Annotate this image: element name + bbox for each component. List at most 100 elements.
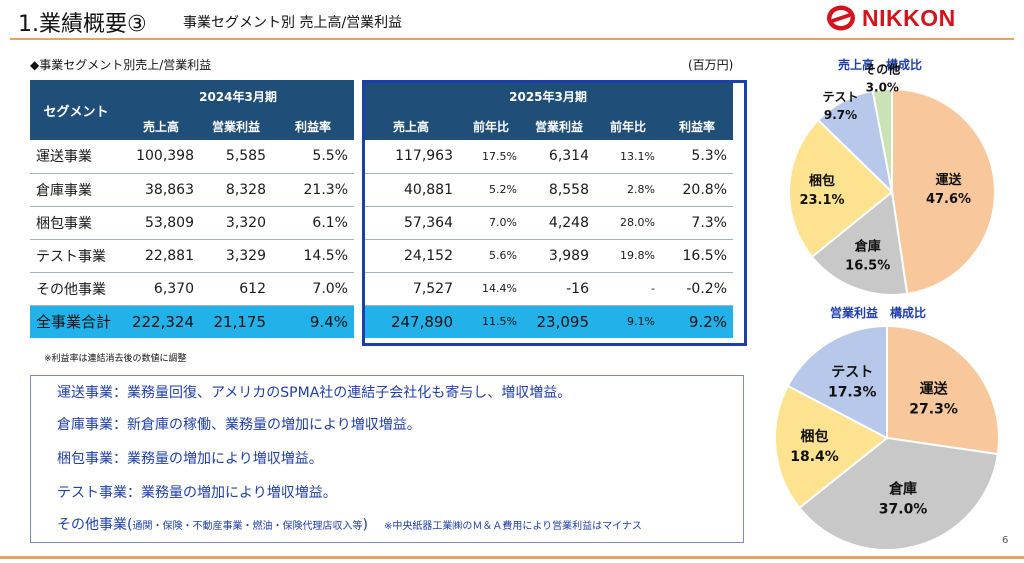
col-header: 利益率 <box>661 112 733 140</box>
footnote: ※利益率は連結消去後の数値に調整 <box>44 354 187 364</box>
op-yoy: 19.8% <box>595 239 661 273</box>
comment-other-note: ※中央紙器工業㈱のＭ＆Ａ費用により営業利益はマイナス <box>383 521 642 532</box>
pie-slice <box>797 436 999 551</box>
comment-transport: 運送事業：業務量回復、アメリカのSPMA社の連結子会社化も寄与し、増収増益。 <box>57 385 572 401</box>
slice-category-label: その他 <box>864 61 900 76</box>
col-header: 利益率 <box>272 112 354 140</box>
op-profit-2025: 8,558 <box>523 173 595 207</box>
segment-name: 倉庫事業 <box>30 173 122 207</box>
slice-category-label: 倉庫 <box>888 480 917 497</box>
comment-test: テスト事業：業務量の増加により増収増益。 <box>57 485 337 501</box>
slice-category-label: 運送 <box>920 381 949 398</box>
sales-2024: 222,324 <box>122 305 200 338</box>
sales-yoy: 7.0% <box>459 206 523 240</box>
op-profit-2025: 6,314 <box>523 140 595 174</box>
table-gap <box>354 272 363 305</box>
page-subtitle: 事業セグメント別 売上高/営業利益 <box>183 15 403 31</box>
sales-2025: 24,152 <box>363 239 459 273</box>
slice-category-label: 梱包 <box>801 428 829 445</box>
margin-2025: 5.3% <box>661 140 733 174</box>
col-header: 営業利益 <box>200 112 272 140</box>
segment-comments: 運送事業：業務量回復、アメリカのSPMA社の連結子会社化も寄与し、増収増益。 倉… <box>30 375 744 543</box>
margin-2025: 9.2% <box>661 305 733 338</box>
margin-2025: 7.3% <box>661 206 733 240</box>
table-gap <box>354 80 363 140</box>
sales-yoy: 5.2% <box>459 173 523 207</box>
table-gap <box>354 239 363 272</box>
margin-2024: 6.1% <box>272 206 354 240</box>
op-profit-2025: 4,248 <box>523 206 595 240</box>
table-gap <box>354 173 363 206</box>
segment-name: 運送事業 <box>30 140 122 174</box>
sales-2025: 7,527 <box>363 272 459 306</box>
segment-name: その他事業 <box>30 272 122 306</box>
table-row: その他事業 6,370 612 7.0% 7,527 14.4% -16 - -… <box>30 272 733 306</box>
margin-2024: 9.4% <box>272 305 354 338</box>
sales-yoy: 11.5% <box>459 305 523 338</box>
col-header: 営業利益 <box>523 112 595 140</box>
sales-2025: 117,963 <box>363 140 459 174</box>
sales-2024: 100,398 <box>122 140 200 174</box>
margin-2025: 20.8% <box>661 173 733 207</box>
comment-other-main: その他事業( <box>57 517 133 533</box>
pie-slice <box>810 190 909 296</box>
op-yoy: - <box>595 272 661 306</box>
table-row: 梱包事業 53,809 3,320 6.1% 57,364 7.0% 4,248… <box>30 206 733 240</box>
margin-2024: 14.5% <box>272 239 354 273</box>
slice-value-label: 37.0% <box>879 501 928 517</box>
margin-2024: 5.5% <box>272 140 354 174</box>
comment-warehouse: 倉庫事業：新倉庫の稼働、業務量の増加により増収増益。 <box>57 417 421 433</box>
op-yoy: 2.8% <box>595 173 661 207</box>
sales-2024: 22,881 <box>122 239 200 273</box>
table-row: テスト事業 22,881 3,329 14.5% 24,152 5.6% 3,9… <box>30 239 733 273</box>
sales-yoy: 5.6% <box>459 239 523 273</box>
sales-2025: 40,881 <box>363 173 459 207</box>
pie-slice <box>886 324 1000 456</box>
op-profit-2024: 3,329 <box>200 239 272 273</box>
segment-header: セグメント <box>30 80 122 140</box>
slice-value-label: 17.3% <box>828 384 877 400</box>
unit-label: (百万円) <box>688 58 734 72</box>
table-row: 倉庫事業 38,863 8,328 21.3% 40,881 5.2% 8,55… <box>30 173 733 207</box>
slice-value-label: 9.7% <box>824 108 857 122</box>
op-yoy: 9.1% <box>595 305 661 338</box>
op-profit-2024: 21,175 <box>200 305 272 338</box>
comment-other-detail: 通関・保険・不動産事業・燃油・保険代理店収入等 <box>132 521 363 532</box>
pie-slice <box>891 87 996 296</box>
sales-composition-pie: 運送 47.6% 倉庫 16.5% 梱包 23.1% テスト 9.7% その他 3.0% <box>788 61 996 296</box>
slice-category-label: テスト <box>823 90 859 104</box>
segment-name: 全事業合計 <box>30 305 122 338</box>
sales-pie-title: 売上高 構成比 <box>838 58 923 72</box>
section-label: ◆事業セグメント別売上/営業利益 <box>30 58 212 72</box>
slide-header: 1.業績概要③ 事業セグメント別 売上高/営業利益 NIKKON <box>0 0 1024 40</box>
pie-slice <box>774 384 889 510</box>
segment-name: テスト事業 <box>30 239 122 273</box>
op-yoy: 13.1% <box>595 140 661 174</box>
table-gap <box>354 206 363 239</box>
sales-2024: 6,370 <box>122 272 200 306</box>
slice-value-label: 16.5% <box>845 258 890 273</box>
slice-value-label: 23.1% <box>799 193 844 208</box>
slice-category-label: テスト <box>831 364 873 380</box>
comment-other-close: ) <box>362 517 368 533</box>
sales-yoy: 17.5% <box>459 140 523 174</box>
comment-packing: 梱包事業：業務量の増加により増収増益。 <box>57 451 323 467</box>
margin-2024: 21.3% <box>272 173 354 207</box>
sales-yoy: 14.4% <box>459 272 523 306</box>
pie-slice <box>788 118 894 259</box>
margin-2025: -0.2% <box>661 272 733 306</box>
logo-text: NIKKON <box>862 4 956 31</box>
margin-2024: 7.0% <box>272 272 354 306</box>
profit-composition-pie: 運送 27.3% 倉庫 37.0% 梱包 18.4% テスト 17.3% <box>774 324 1000 551</box>
margin-2025: 16.5% <box>661 239 733 273</box>
sales-2025: 57,364 <box>363 206 459 240</box>
page-title: 1.業績概要③ <box>18 12 147 37</box>
profit-pie-title: 営業利益 構成比 <box>830 306 927 320</box>
op-profit-2025: 3,989 <box>523 239 595 273</box>
table-row: 運送事業 100,398 5,585 5.5% 117,963 17.5% 6,… <box>30 140 733 174</box>
op-profit-2025: -16 <box>523 272 595 306</box>
sales-2024: 38,863 <box>122 173 200 207</box>
op-profit-2024: 3,320 <box>200 206 272 240</box>
footer-divider <box>0 556 1024 559</box>
sales-2025: 247,890 <box>363 305 459 338</box>
